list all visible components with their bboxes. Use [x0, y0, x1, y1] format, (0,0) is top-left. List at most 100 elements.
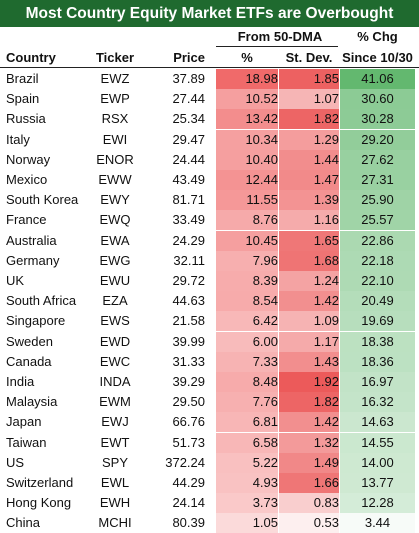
pct-chg-cell: 18.36 — [361, 353, 394, 369]
ticker-cell: SPY — [101, 454, 128, 470]
pct-from-dma-cell: 6.58 — [252, 434, 278, 450]
price-cell: 24.14 — [172, 495, 205, 511]
table-row: Italy EWI 29.47 10.34 1.29 29.20 — [0, 129, 419, 150]
table-row: Singapore EWS 21.58 6.42 1.09 19.69 — [0, 311, 419, 332]
price-cell: 25.34 — [172, 111, 205, 127]
pct-from-dma-cell: 8.76 — [252, 212, 278, 228]
ticker-cell: EWS — [100, 313, 130, 329]
pct-chg-cell: 25.90 — [361, 192, 394, 208]
std-shade — [279, 452, 339, 473]
pct-from-dma-cell: 1.05 — [252, 515, 278, 531]
table-row: Taiwan EWT 51.73 6.58 1.32 14.55 — [0, 432, 419, 453]
std-dev-cell: 1.16 — [313, 212, 339, 228]
pct-chg-cell: 16.32 — [361, 394, 394, 410]
std-dev-cell: 1.85 — [313, 71, 339, 86]
price-cell: 44.63 — [172, 293, 205, 309]
country-cell: Switzerland — [6, 475, 74, 490]
std-dev-cell: 1.39 — [313, 192, 339, 208]
pct-shade — [216, 493, 278, 514]
pct-from-dma-cell: 8.39 — [252, 273, 278, 288]
std-shade — [279, 331, 339, 352]
chg-shade — [340, 129, 415, 150]
pct-chg-cell: 29.20 — [361, 131, 394, 147]
chg-shade — [340, 452, 415, 473]
pct-from-dma-cell: 10.52 — [245, 91, 278, 107]
chg-shade — [340, 89, 415, 110]
pct-chg-cell: 41.06 — [361, 71, 394, 86]
std-dev-cell: 1.09 — [313, 313, 339, 329]
country-cell: Brazil — [6, 71, 39, 86]
ticker-cell: EWM — [99, 394, 131, 410]
pct-from-dma-cell: 6.42 — [252, 313, 278, 329]
country-cell: Hong Kong — [6, 495, 72, 511]
std-dev-cell: 1.42 — [313, 414, 339, 430]
std-dev-cell: 1.43 — [313, 353, 339, 369]
price-cell: 21.58 — [172, 313, 205, 329]
pct-shade — [216, 230, 278, 251]
chg-shade — [340, 109, 415, 130]
country-cell: Canada — [6, 353, 52, 369]
ticker-cell: EWU — [99, 273, 131, 288]
pct-shade — [216, 311, 278, 332]
pct-shade — [216, 190, 278, 211]
header-underline — [0, 67, 419, 68]
std-dev-cell: 1.29 — [313, 131, 339, 147]
chg-shade — [340, 432, 415, 453]
pct-from-dma-cell: 7.76 — [252, 394, 278, 410]
pct-chg-cell: 18.38 — [361, 333, 394, 349]
pct-chg-cell: 19.69 — [361, 313, 394, 329]
price-cell: 37.89 — [172, 71, 205, 86]
chg-shade — [340, 170, 415, 190]
pct-from-dma-cell: 5.22 — [252, 454, 278, 470]
price-cell: 31.33 — [172, 353, 205, 369]
pct-from-dma-cell: 11.55 — [246, 192, 278, 208]
pct-chg-cell: 13.77 — [361, 475, 394, 490]
ticker-cell: EWI — [102, 131, 128, 147]
price-cell: 51.73 — [172, 434, 205, 450]
table-title: Most Country Equity Market ETFs are Over… — [0, 0, 419, 27]
pct-shade — [216, 210, 278, 231]
column-header-ticker: Ticker — [95, 50, 135, 65]
price-cell: 24.44 — [172, 151, 205, 167]
ticker-cell: EWL — [100, 475, 130, 490]
chg-shade — [340, 149, 415, 170]
country-cell: Japan — [6, 414, 42, 430]
country-cell: Russia — [6, 111, 46, 127]
table-row: Hong Kong EWH 24.14 3.73 0.83 12.28 — [0, 493, 419, 514]
ticker-cell: EWJ — [101, 414, 129, 430]
chg-shade — [340, 230, 415, 251]
table-row: France EWQ 33.49 8.76 1.16 25.57 — [0, 210, 419, 231]
std-shade — [279, 69, 339, 89]
std-shade — [279, 149, 339, 170]
pct-shade — [216, 372, 278, 392]
std-dev-cell: 1.17 — [313, 333, 339, 349]
pct-chg-cell: 3.44 — [364, 515, 391, 531]
std-shade — [279, 129, 339, 150]
pct-chg-cell: 25.57 — [361, 212, 394, 228]
country-cell: Spain — [6, 91, 40, 107]
pct-shade — [216, 291, 278, 312]
pct-from-dma-cell: 6.81 — [252, 414, 278, 430]
std-shade — [279, 210, 339, 231]
table-row: Germany EWG 32.11 7.96 1.68 22.18 — [0, 250, 419, 271]
std-dev-cell: 1.49 — [313, 454, 339, 470]
pct-from-dma-cell: 6.00 — [252, 333, 278, 349]
table-row: Russia RSX 25.34 13.42 1.82 30.28 — [0, 109, 419, 130]
pct-from-dma-cell: 8.54 — [252, 293, 278, 309]
table-row: Brazil EWZ 37.89 18.98 1.85 41.06 — [0, 69, 419, 89]
group-header-from-dma: From 50-DMA — [237, 29, 323, 44]
country-cell: Taiwan — [6, 434, 47, 450]
std-shade — [279, 271, 339, 291]
chg-shade — [340, 412, 415, 433]
chg-shade — [340, 473, 415, 493]
chg-shade — [340, 210, 415, 231]
std-shade — [279, 432, 339, 453]
pct-chg-cell: 20.49 — [361, 293, 394, 309]
chg-shade — [340, 250, 415, 271]
country-cell: Mexico — [6, 172, 48, 187]
chg-shade — [340, 493, 415, 514]
price-cell: 66.76 — [172, 414, 205, 430]
country-cell: UK — [6, 273, 25, 288]
country-cell: India — [6, 374, 35, 389]
std-shade — [279, 351, 339, 372]
